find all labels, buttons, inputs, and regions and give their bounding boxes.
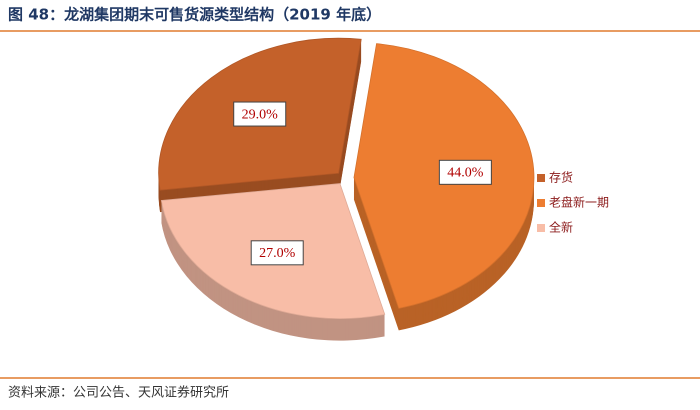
legend-label: 老盘新一期: [549, 195, 609, 210]
value-label: 44.0%: [447, 166, 484, 181]
value-label: 27.0%: [259, 246, 296, 261]
value-label-box: [438, 159, 492, 185]
chart-title: 图 48：龙湖集团期末可售货源类型结构（2019 年底）: [8, 6, 381, 24]
source-note: 资料来源：公司公告、天风证券研究所: [8, 385, 229, 401]
legend-swatch: [537, 174, 545, 182]
legend-label: 存货: [549, 170, 573, 185]
legend-label: 全新: [549, 220, 573, 235]
legend-swatch: [537, 199, 545, 207]
pie: [158, 37, 535, 341]
legend-swatch: [537, 224, 545, 232]
value-label-box: [233, 101, 287, 127]
value-labels: 29.0% 44.0% 27.0%: [233, 101, 492, 266]
value-label-box: [250, 240, 304, 266]
value-label: 29.0%: [242, 107, 279, 122]
